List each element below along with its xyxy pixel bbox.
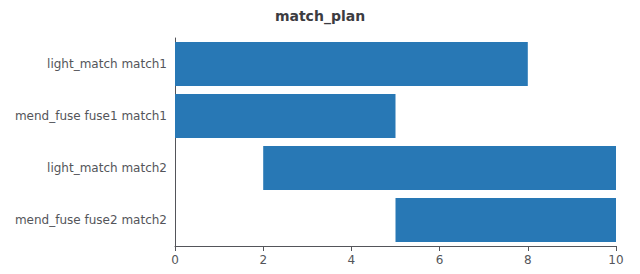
svg-text:0: 0 bbox=[171, 253, 179, 267]
svg-text:4: 4 bbox=[348, 253, 356, 267]
svg-text:mend_fuse fuse1 match1: mend_fuse fuse1 match1 bbox=[15, 109, 167, 123]
svg-text:mend_fuse fuse2 match2: mend_fuse fuse2 match2 bbox=[15, 213, 167, 227]
svg-text:6: 6 bbox=[436, 253, 444, 267]
svg-text:match_plan: match_plan bbox=[275, 8, 365, 25]
svg-text:10: 10 bbox=[608, 253, 623, 267]
svg-text:light_match match2: light_match match2 bbox=[47, 161, 167, 175]
svg-text:2: 2 bbox=[259, 253, 267, 267]
svg-text:light_match match1: light_match match1 bbox=[47, 57, 167, 71]
svg-text:8: 8 bbox=[524, 253, 532, 267]
